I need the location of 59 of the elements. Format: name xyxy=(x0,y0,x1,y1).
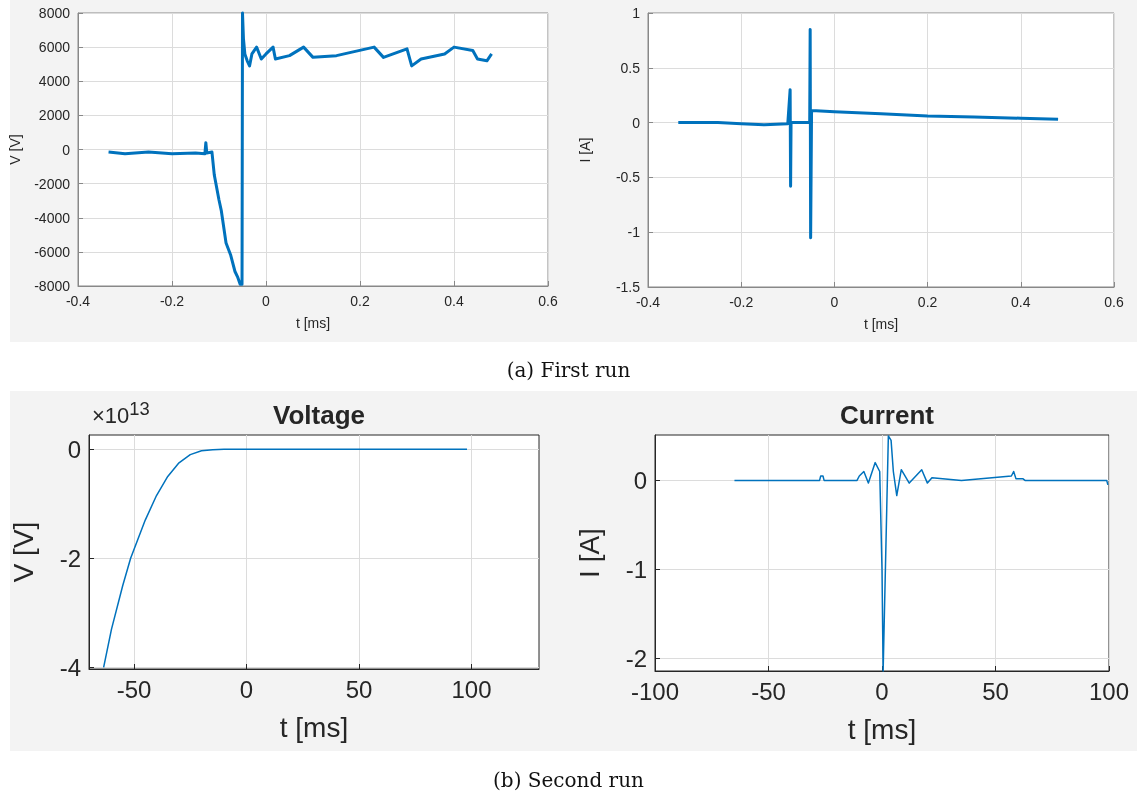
line-series xyxy=(676,27,1060,240)
y-tick-label: 0 xyxy=(632,114,641,131)
y-tick-label: -4 xyxy=(59,653,81,681)
y-tick-label: -1 xyxy=(627,224,641,241)
y-axis-title: V [V] xyxy=(7,134,23,165)
x-tick-label: -0.4 xyxy=(635,294,661,310)
y-tick-label: 0 xyxy=(62,141,71,158)
x-tick-label: 50 xyxy=(345,675,373,703)
line-series xyxy=(102,448,468,669)
y-tick-label: -1.5 xyxy=(615,279,641,295)
x-tick-label: -100 xyxy=(630,677,680,705)
y-axis-title: I [A] xyxy=(573,528,605,578)
text: (a) First run xyxy=(505,358,632,382)
x-axis-title: t [ms] xyxy=(295,315,331,331)
x-tick-label: 0.2 xyxy=(917,294,938,310)
text: ×10$^{13}$ xyxy=(92,398,150,430)
y-axis-title: V [V] xyxy=(7,521,39,583)
x-tick-label: 0.4 xyxy=(1011,294,1031,310)
y-tick-label: 2000 xyxy=(38,107,71,124)
y-tick-label: 0.5 xyxy=(620,59,641,76)
x-tick-label: 0.6 xyxy=(1104,294,1124,310)
x-axis-title: t [ms] xyxy=(847,713,917,745)
y-tick-label: -2000 xyxy=(34,175,71,192)
y-tick-label: -2 xyxy=(625,645,647,673)
x-tick-label: -0.2 xyxy=(729,294,754,310)
y-tick-label: 1 xyxy=(632,5,641,21)
y-axis-title: I [A] xyxy=(577,137,593,163)
x-tick-label: 0 xyxy=(239,675,254,703)
chart-title: Voltage xyxy=(273,400,365,430)
x-tick-label: 0 xyxy=(262,293,271,309)
line-series xyxy=(107,11,494,286)
x-tick-label: 0.6 xyxy=(538,293,558,309)
x-tick-label: -0.2 xyxy=(159,293,185,309)
x-tick-label: 0 xyxy=(830,294,839,310)
x-tick-label: 50 xyxy=(982,677,1009,705)
x-tick-label: 100 xyxy=(451,675,492,703)
line-series xyxy=(733,435,1109,672)
x-tick-label: -0.4 xyxy=(65,293,91,309)
y-tick-label: -8000 xyxy=(34,278,71,294)
x-tick-label: -50 xyxy=(751,677,786,705)
x-tick-label: -50 xyxy=(116,675,152,703)
x-axis-title: t [ms] xyxy=(279,711,349,743)
y-tick-label: 8000 xyxy=(38,5,71,21)
y-tick-label: -4000 xyxy=(34,209,71,226)
y-tick-label: 0 xyxy=(67,435,81,463)
chart-title: Current xyxy=(840,400,935,430)
x-tick-label: 100 xyxy=(1088,677,1130,705)
y-tick-label: 0 xyxy=(633,466,647,494)
y-tick-label: 6000 xyxy=(38,39,71,56)
y-tick-label: -0.5 xyxy=(615,169,641,186)
y-tick-label: -6000 xyxy=(34,243,71,260)
y-tick-label: -1 xyxy=(625,555,647,583)
x-tick-label: 0 xyxy=(875,677,889,705)
y-tick-label: 4000 xyxy=(38,73,71,90)
x-tick-label: 0.2 xyxy=(350,293,370,309)
x-tick-label: 0.4 xyxy=(444,293,464,309)
x-axis-title: t [ms] xyxy=(863,316,899,332)
text: (b) Second run xyxy=(492,768,645,792)
y-tick-label: -2 xyxy=(59,544,81,572)
